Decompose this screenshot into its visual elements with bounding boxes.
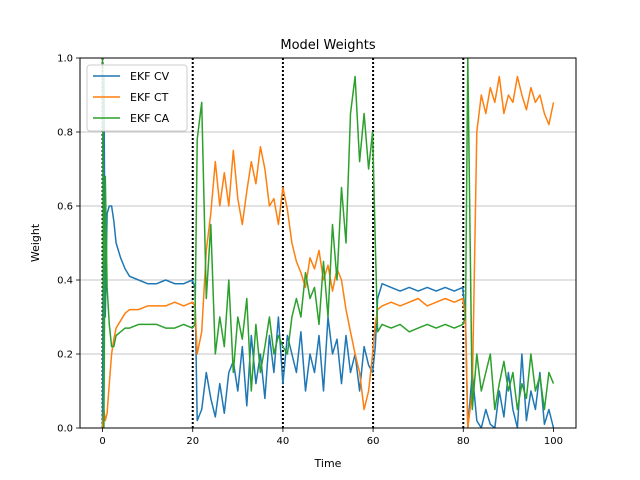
plot-frame (79, 57, 577, 429)
legend: EKF CV EKF CT EKF CA (86, 64, 188, 132)
y-tick-label: 0.2 (57, 350, 73, 361)
x-tick-label: 80 (457, 436, 470, 447)
legend-entry-label: EKF CA (130, 112, 170, 125)
chart-title: Model Weights (280, 38, 375, 53)
legend-box (86, 64, 188, 132)
x-tick-label: 60 (367, 436, 380, 447)
series-line-ekf-ct (101, 75, 555, 428)
y-tick-label: 0.8 (57, 128, 73, 139)
y-axis-label: Weight (29, 223, 42, 262)
x-tick-label: 0 (99, 436, 105, 447)
series-line-ekf-ca (101, 58, 555, 428)
series-line-ekf-cv (101, 75, 555, 428)
y-tick-label: 0.0 (57, 424, 73, 435)
x-tick-label: 40 (277, 436, 290, 447)
legend-entry-label: EKF CT (130, 91, 169, 104)
y-tick-label: 0.6 (57, 202, 73, 213)
series-layer (101, 58, 555, 428)
y-tick-label: 0.4 (57, 276, 73, 287)
legend-entry-label: EKF CV (130, 70, 170, 83)
x-tick-label: 20 (186, 436, 199, 447)
x-tick-label: 100 (544, 436, 563, 447)
tick-layer: 0 20 40 60 80 100 0.0 0.2 0.4 0.6 0.8 1.0 (57, 54, 563, 448)
y-tick-label: 1.0 (57, 54, 73, 65)
x-axis-label: Time (314, 457, 342, 470)
